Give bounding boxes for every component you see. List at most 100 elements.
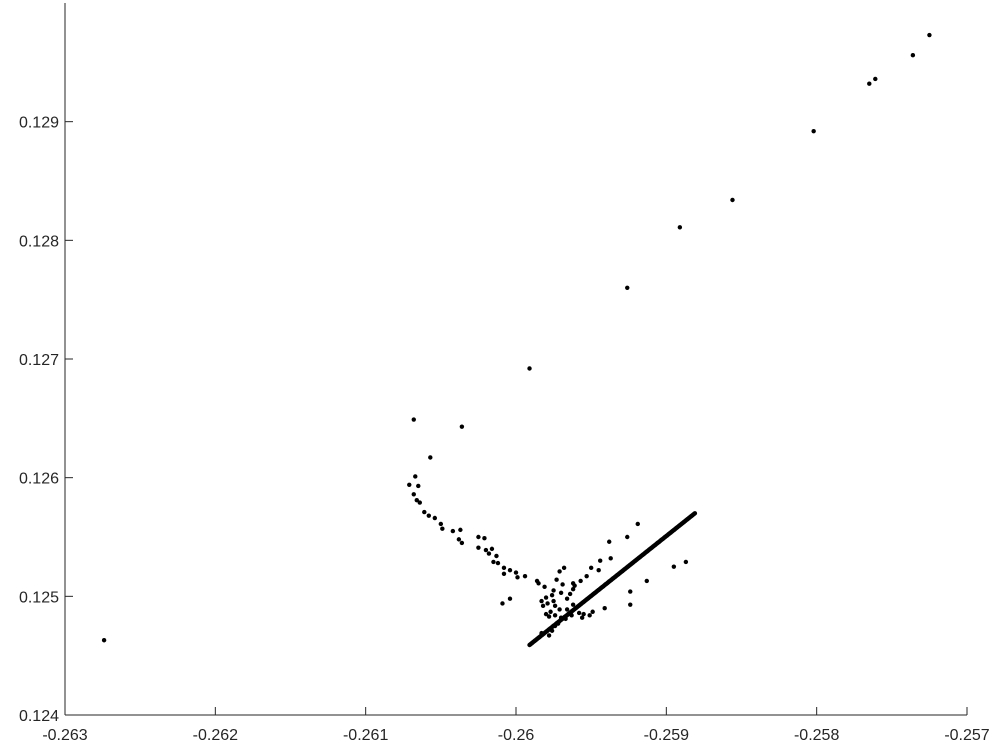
data-point (570, 602, 576, 607)
data-point (414, 498, 419, 503)
data-point (576, 610, 582, 616)
data-point (527, 366, 532, 371)
data-point (596, 568, 601, 573)
data-point (811, 128, 816, 134)
data-point (560, 582, 565, 587)
data-point (522, 573, 528, 579)
data-point (500, 601, 505, 606)
data-point (543, 611, 549, 617)
data-point (608, 556, 613, 561)
y-tick-label: 0.129 (19, 115, 59, 132)
data-point (476, 534, 481, 540)
data-point (677, 225, 683, 230)
data-point (440, 526, 445, 531)
data-point (910, 53, 916, 58)
data-point (570, 587, 576, 592)
data-point (644, 578, 649, 584)
x-tick-label: -0.262 (193, 727, 238, 744)
y-tick-label: 0.125 (19, 589, 59, 606)
data-point (507, 568, 513, 573)
data-point (549, 592, 555, 598)
data-point (552, 603, 558, 609)
data-point (543, 595, 549, 600)
data-point (540, 603, 546, 609)
data-point (570, 581, 576, 586)
y-tick-label: 0.124 (19, 708, 59, 725)
data-point (597, 558, 603, 563)
data-point (554, 577, 559, 582)
data-point (602, 606, 607, 611)
x-tick-label: -0.26 (498, 727, 535, 744)
data-point (873, 76, 878, 82)
data-point (546, 614, 552, 619)
x-tick-label: -0.258 (794, 727, 839, 744)
x-tick-label: -0.261 (343, 727, 388, 744)
data-point (607, 539, 612, 544)
data-point (927, 32, 932, 38)
data-point (539, 598, 544, 604)
data-point (551, 588, 556, 593)
data-point (428, 455, 433, 460)
data-point (483, 547, 489, 553)
data-point (551, 598, 556, 604)
data-point (561, 565, 567, 571)
data-point (564, 607, 570, 612)
data-point (671, 564, 677, 569)
data-point (552, 613, 558, 618)
data-point (542, 584, 547, 590)
data-point (628, 589, 633, 594)
data-point (867, 81, 872, 86)
data-point (536, 581, 541, 586)
data-point (590, 609, 595, 614)
data-point (635, 521, 640, 527)
data-point (581, 611, 586, 617)
data-point (628, 602, 633, 607)
data-point (683, 559, 689, 565)
data-point (491, 559, 496, 565)
data-point (625, 285, 630, 290)
data-point (557, 607, 562, 612)
data-point (413, 474, 418, 479)
data-point (101, 638, 107, 643)
data-point (548, 609, 553, 614)
data-point (588, 565, 594, 571)
data-point (422, 509, 427, 515)
data-point (507, 596, 513, 601)
x-tick-label: -0.257 (944, 727, 989, 744)
data-point (407, 482, 412, 487)
data-point (587, 613, 592, 618)
data-point (450, 528, 456, 534)
data-point (482, 535, 487, 541)
data-point (459, 540, 465, 546)
data-point (557, 569, 562, 574)
data-point (564, 596, 570, 601)
data-point (515, 575, 520, 580)
data-point (501, 571, 507, 576)
data-point (578, 578, 583, 584)
ticks: -0.263 -0.262 -0.261 -0.26 -0.259 -0.258 -0.25… (19, 115, 990, 744)
data-point (567, 591, 573, 597)
data-point (438, 521, 444, 527)
data-point (416, 483, 421, 489)
data-point (417, 500, 422, 505)
data-point (546, 633, 552, 638)
data-point (692, 511, 698, 516)
data-point (456, 537, 462, 542)
data-point (476, 545, 481, 550)
data-point (558, 590, 564, 595)
data-point (513, 570, 519, 575)
y-tick-label: 0.128 (19, 233, 59, 250)
data-point (545, 601, 550, 606)
x-tick-label: -0.259 (644, 727, 689, 744)
data-point (501, 565, 507, 571)
x-tick-label: -0.263 (42, 727, 87, 744)
data-point (486, 551, 492, 556)
axes (64, 3, 967, 716)
y-tick-label: 0.127 (19, 352, 59, 369)
data-point (411, 417, 416, 422)
data-point (494, 553, 499, 559)
data-point (584, 573, 589, 579)
y-tick-label: 0.126 (19, 471, 59, 488)
data-point (426, 513, 432, 518)
data-points (101, 32, 932, 648)
